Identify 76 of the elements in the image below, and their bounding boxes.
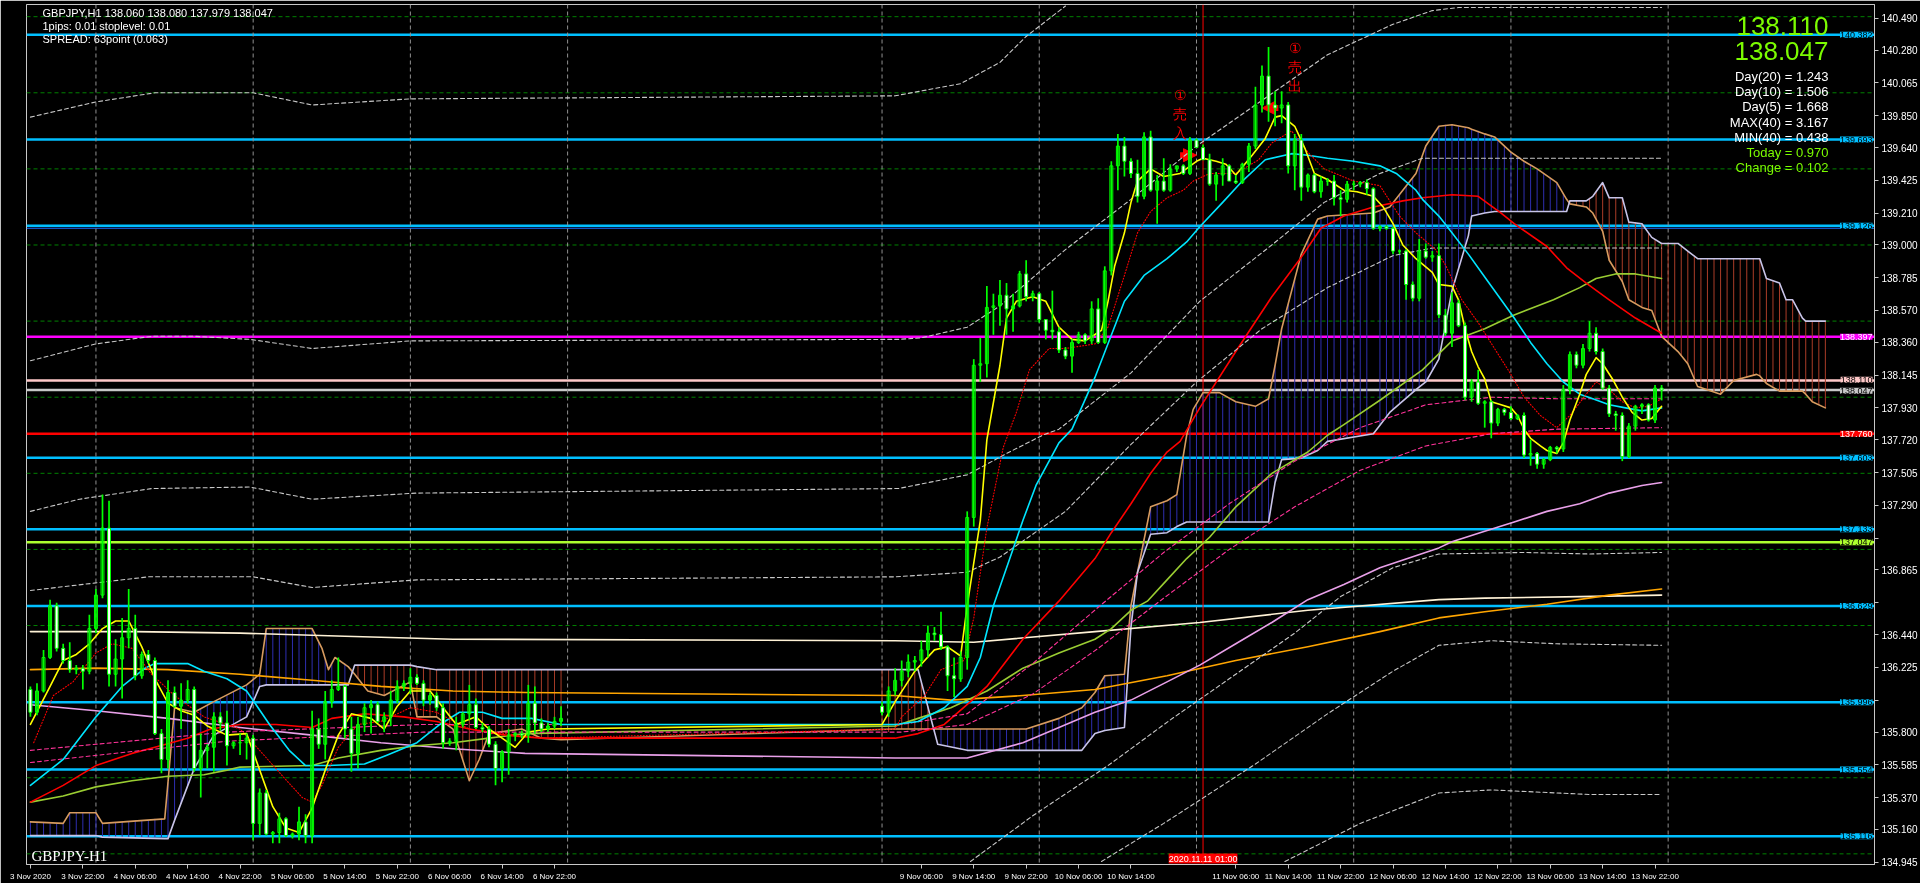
y-tick-label: 136.440 xyxy=(1881,629,1919,641)
x-tick-label: 4 Nov 14:00 xyxy=(166,871,210,881)
x-tick-label: 13 Nov 14:00 xyxy=(1578,871,1627,881)
x-tick-label: 10 Nov 06:00 xyxy=(1054,871,1103,881)
annotation: Day(20) = 1.243 xyxy=(1734,69,1829,84)
y-tick-label: 135.370 xyxy=(1881,792,1919,804)
y-tick-label: 138.360 xyxy=(1881,337,1919,349)
x-tick-label: 4 Nov 22:00 xyxy=(218,871,263,881)
x-tick-label: 13 Nov 06:00 xyxy=(1526,871,1575,881)
x-tick-label: 12 Nov 22:00 xyxy=(1474,871,1523,881)
y-tick-label: 140.280 xyxy=(1881,45,1919,57)
ref-line-label: 137.760 xyxy=(1839,428,1873,439)
annotation: ①売出 xyxy=(1288,39,1303,95)
y-tick-label: 137.930 xyxy=(1881,402,1919,414)
x-tick-label: 9 Nov 22:00 xyxy=(1004,871,1049,881)
y-tick-label: 138.145 xyxy=(1881,370,1919,382)
ref-line-label: 2020.11.11 01:00 xyxy=(1168,853,1238,864)
y-tick-label: 136.225 xyxy=(1881,662,1919,674)
x-tick-label: 5 Nov 22:00 xyxy=(375,871,420,881)
x-tick-label: 13 Nov 22:00 xyxy=(1631,871,1680,881)
ref-line-label: 138.110 xyxy=(1840,374,1873,385)
x-tick-label: 11 Nov 14:00 xyxy=(1264,871,1313,881)
ref-line-label: 135.996 xyxy=(1839,697,1873,708)
x-tick-label: 11 Nov 22:00 xyxy=(1317,871,1365,881)
y-tick-label: 135.800 xyxy=(1881,727,1919,739)
y-tick-label: 135.160 xyxy=(1881,824,1919,836)
annotation: ①売入 xyxy=(1173,87,1188,142)
x-tick-label: 6 Nov 14:00 xyxy=(480,871,525,881)
annotation: SPREAD: 63point (0.063) xyxy=(42,32,168,45)
x-tick-label: 9 Nov 06:00 xyxy=(899,871,944,881)
y-tick-label: 137.290 xyxy=(1881,500,1919,512)
x-tick-label: 11 Nov 06:00 xyxy=(1212,871,1260,881)
y-tick-label: 139.000 xyxy=(1881,240,1919,251)
y-tick-label: 138.570 xyxy=(1881,305,1919,317)
annotation: MAX(40) = 3.167 xyxy=(1729,114,1829,130)
x-tick-label: 3 Nov 2020 xyxy=(9,871,52,881)
ref-line-label: 137.133 xyxy=(1839,524,1873,535)
ref-line-label: 138.397 xyxy=(1839,331,1873,342)
x-tick-label: 3 Nov 22:00 xyxy=(61,871,105,881)
ref-line-label: 138.047 xyxy=(1839,385,1873,396)
ref-line-label: 140.382 xyxy=(1839,29,1873,40)
annotation: Day(10) = 1.506 xyxy=(1734,84,1829,100)
x-tick-label: 6 Nov 06:00 xyxy=(428,871,472,881)
y-tick-label: 136.865 xyxy=(1881,564,1919,576)
ref-line-label: 137.603 xyxy=(1839,452,1873,463)
chart-title: GBPJPY,H1 138.060 138.080 137.979 138.047 xyxy=(42,6,273,19)
ref-line-label: 139.693 xyxy=(1839,134,1873,145)
x-tick-label: 5 Nov 06:00 xyxy=(270,871,315,881)
x-tick-label: 9 Nov 14:00 xyxy=(952,871,996,881)
x-tick-label: 12 Nov 14:00 xyxy=(1421,871,1470,881)
x-tick-label: 10 Nov 14:00 xyxy=(1107,871,1156,881)
y-tick-label: 139.425 xyxy=(1881,175,1919,187)
ref-line-label: 139.126 xyxy=(1839,220,1873,231)
x-tick-label: 6 Nov 22:00 xyxy=(532,871,577,881)
y-tick-label: 139.210 xyxy=(1881,208,1919,220)
y-tick-label: 139.640 xyxy=(1881,142,1919,154)
ref-line-label: 137.047 xyxy=(1839,537,1873,548)
ref-line-label: 135.116 xyxy=(1840,831,1873,842)
ref-line-label: 136.629 xyxy=(1839,600,1873,611)
y-tick-label: 138.785 xyxy=(1881,272,1919,284)
annotation: GBPJPY-H1 xyxy=(31,848,108,864)
annotation: Day(5) = 1.668 xyxy=(1742,99,1829,115)
x-tick-label: 5 Nov 14:00 xyxy=(323,871,367,881)
annotation: Today = 0.970 xyxy=(1746,145,1829,160)
y-tick-label: 140.490 xyxy=(1881,13,1919,25)
y-tick-label: 139.850 xyxy=(1881,110,1919,122)
y-tick-label: 135.585 xyxy=(1881,759,1919,771)
x-tick-label: 4 Nov 06:00 xyxy=(113,871,158,881)
y-tick-label: 134.945 xyxy=(1881,857,1919,869)
y-tick-label: 137.505 xyxy=(1881,467,1919,479)
annotation: Change = 0.102 xyxy=(1735,160,1829,176)
x-tick-label: 12 Nov 06:00 xyxy=(1369,871,1418,881)
ref-line-label: 135.554 xyxy=(1839,764,1873,775)
text: 1pips: 0.01 stoplevel: 0.01 xyxy=(42,19,171,32)
y-tick-label: 140.065 xyxy=(1881,77,1919,89)
y-tick-label: 137.720 xyxy=(1881,434,1919,446)
